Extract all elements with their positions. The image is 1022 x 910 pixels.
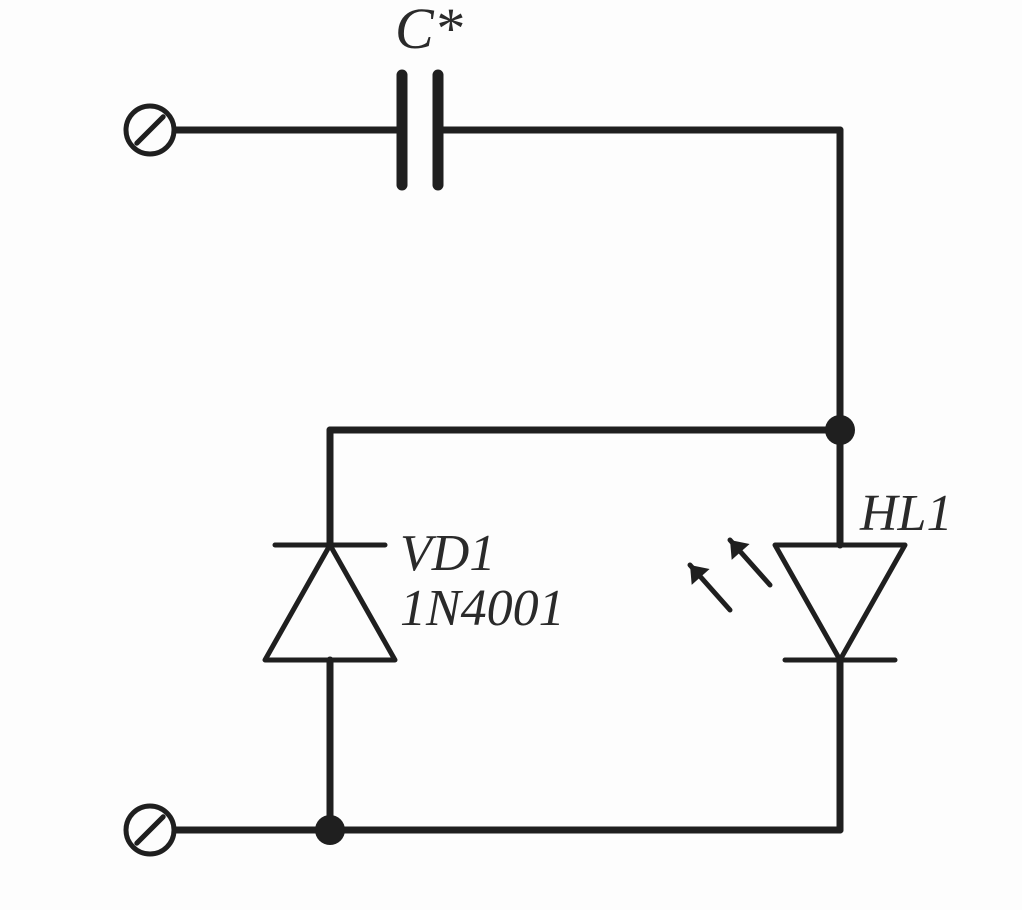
wires [150,130,840,830]
terminals [126,106,174,854]
diode-ref-label: VD1 [400,525,495,582]
diode-part-label: 1N4001 [400,580,565,637]
circuit-schematic: C* VD1 1N4001 HL1 [0,0,1022,910]
led-ref-label: HL1 [859,485,952,542]
led-hl1 [690,540,905,660]
diode-vd1 [265,545,395,660]
junction-dots [315,415,855,845]
capacitor-label: C* [395,0,463,61]
capacitor-c [390,75,450,185]
